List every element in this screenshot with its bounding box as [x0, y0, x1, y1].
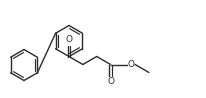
Text: O: O — [107, 77, 114, 86]
Text: O: O — [126, 60, 133, 69]
Text: O: O — [65, 35, 72, 44]
